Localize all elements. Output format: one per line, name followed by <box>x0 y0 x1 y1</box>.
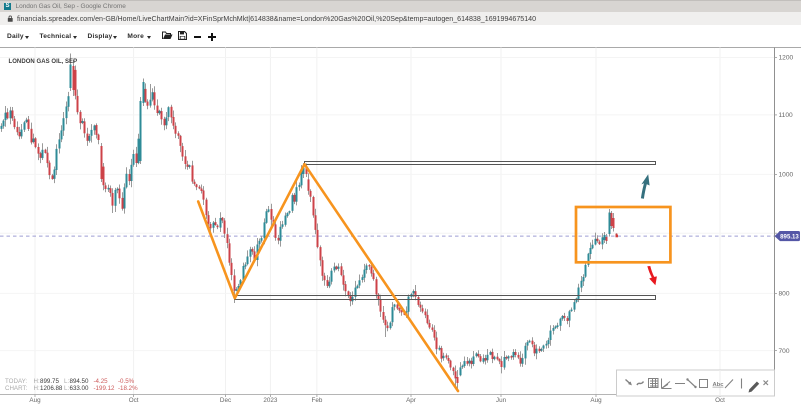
svg-text:H:: H: <box>34 385 40 392</box>
svg-text:Oct: Oct <box>129 397 139 404</box>
svg-text:L:: L: <box>64 385 69 392</box>
svg-text:1200: 1200 <box>779 55 794 62</box>
svg-text:1100: 1100 <box>779 112 794 119</box>
svg-text:Aug: Aug <box>29 397 41 404</box>
svg-text:-199.12: -199.12 <box>94 385 116 392</box>
svg-text:899.75: 899.75 <box>40 378 59 385</box>
svg-text:H:: H: <box>34 378 40 385</box>
svg-text:CHART:: CHART: <box>5 385 28 392</box>
svg-text:Aug: Aug <box>590 397 602 404</box>
svg-text:Oct: Oct <box>715 397 725 404</box>
svg-text:LONDON GAS OIL, SEP: LONDON GAS OIL, SEP <box>9 59 78 65</box>
svg-text:Abc: Abc <box>713 382 725 388</box>
svg-text:894.50: 894.50 <box>70 378 89 385</box>
svg-text:700: 700 <box>779 348 790 355</box>
svg-text:800: 800 <box>779 291 790 298</box>
svg-text:1000: 1000 <box>779 172 794 179</box>
svg-text:633.00: 633.00 <box>70 385 89 392</box>
svg-text:895.13: 895.13 <box>780 233 799 240</box>
svg-text:Jun: Jun <box>496 397 507 404</box>
svg-text:TODAY:: TODAY: <box>5 378 27 385</box>
svg-text:-4.25: -4.25 <box>94 378 109 385</box>
svg-text:Dec: Dec <box>220 397 231 404</box>
svg-text:L:: L: <box>64 378 69 385</box>
svg-text:-18.2%: -18.2% <box>118 385 138 392</box>
svg-text:Apr: Apr <box>406 397 416 404</box>
svg-text:-0.5%: -0.5% <box>118 378 135 385</box>
svg-text:1206.88: 1206.88 <box>40 385 63 392</box>
svg-text:Feb: Feb <box>311 397 322 404</box>
svg-text:2023: 2023 <box>263 397 278 404</box>
